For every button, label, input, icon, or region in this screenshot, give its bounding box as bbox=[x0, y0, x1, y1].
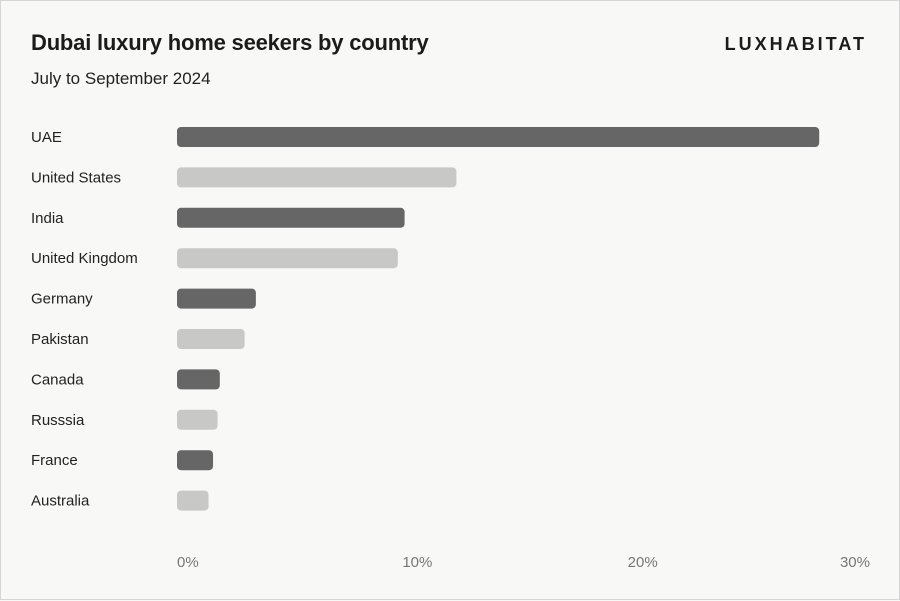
x-tick-label: 0% bbox=[177, 554, 199, 571]
bar bbox=[177, 450, 214, 471]
category-label: India bbox=[31, 210, 64, 227]
bar bbox=[177, 409, 218, 430]
bar bbox=[177, 490, 209, 511]
bar bbox=[177, 329, 245, 349]
brand-logo: LUXHABITAT bbox=[724, 34, 867, 54]
chart-subtitle: July to September 2024 bbox=[31, 69, 211, 88]
category-label: Pakistan bbox=[31, 331, 89, 348]
bar bbox=[177, 167, 457, 188]
category-label: United Kingdom bbox=[31, 250, 138, 267]
category-label: UAE bbox=[31, 129, 62, 146]
category-label: Russsia bbox=[31, 412, 85, 429]
category-label: Australia bbox=[31, 493, 90, 510]
category-label: United States bbox=[31, 169, 121, 186]
bar bbox=[177, 288, 256, 309]
bar bbox=[177, 248, 398, 269]
category-label: Germany bbox=[31, 291, 93, 308]
chart-title: Dubai luxury home seekers by country bbox=[31, 30, 429, 55]
x-tick-label: 20% bbox=[628, 554, 658, 571]
x-tick-label: 30% bbox=[840, 554, 870, 571]
category-label: France bbox=[31, 452, 78, 469]
category-label: Canada bbox=[31, 371, 84, 388]
bar bbox=[177, 369, 220, 390]
x-tick-label: 10% bbox=[402, 554, 432, 571]
bar bbox=[177, 127, 820, 147]
bar bbox=[177, 207, 405, 228]
